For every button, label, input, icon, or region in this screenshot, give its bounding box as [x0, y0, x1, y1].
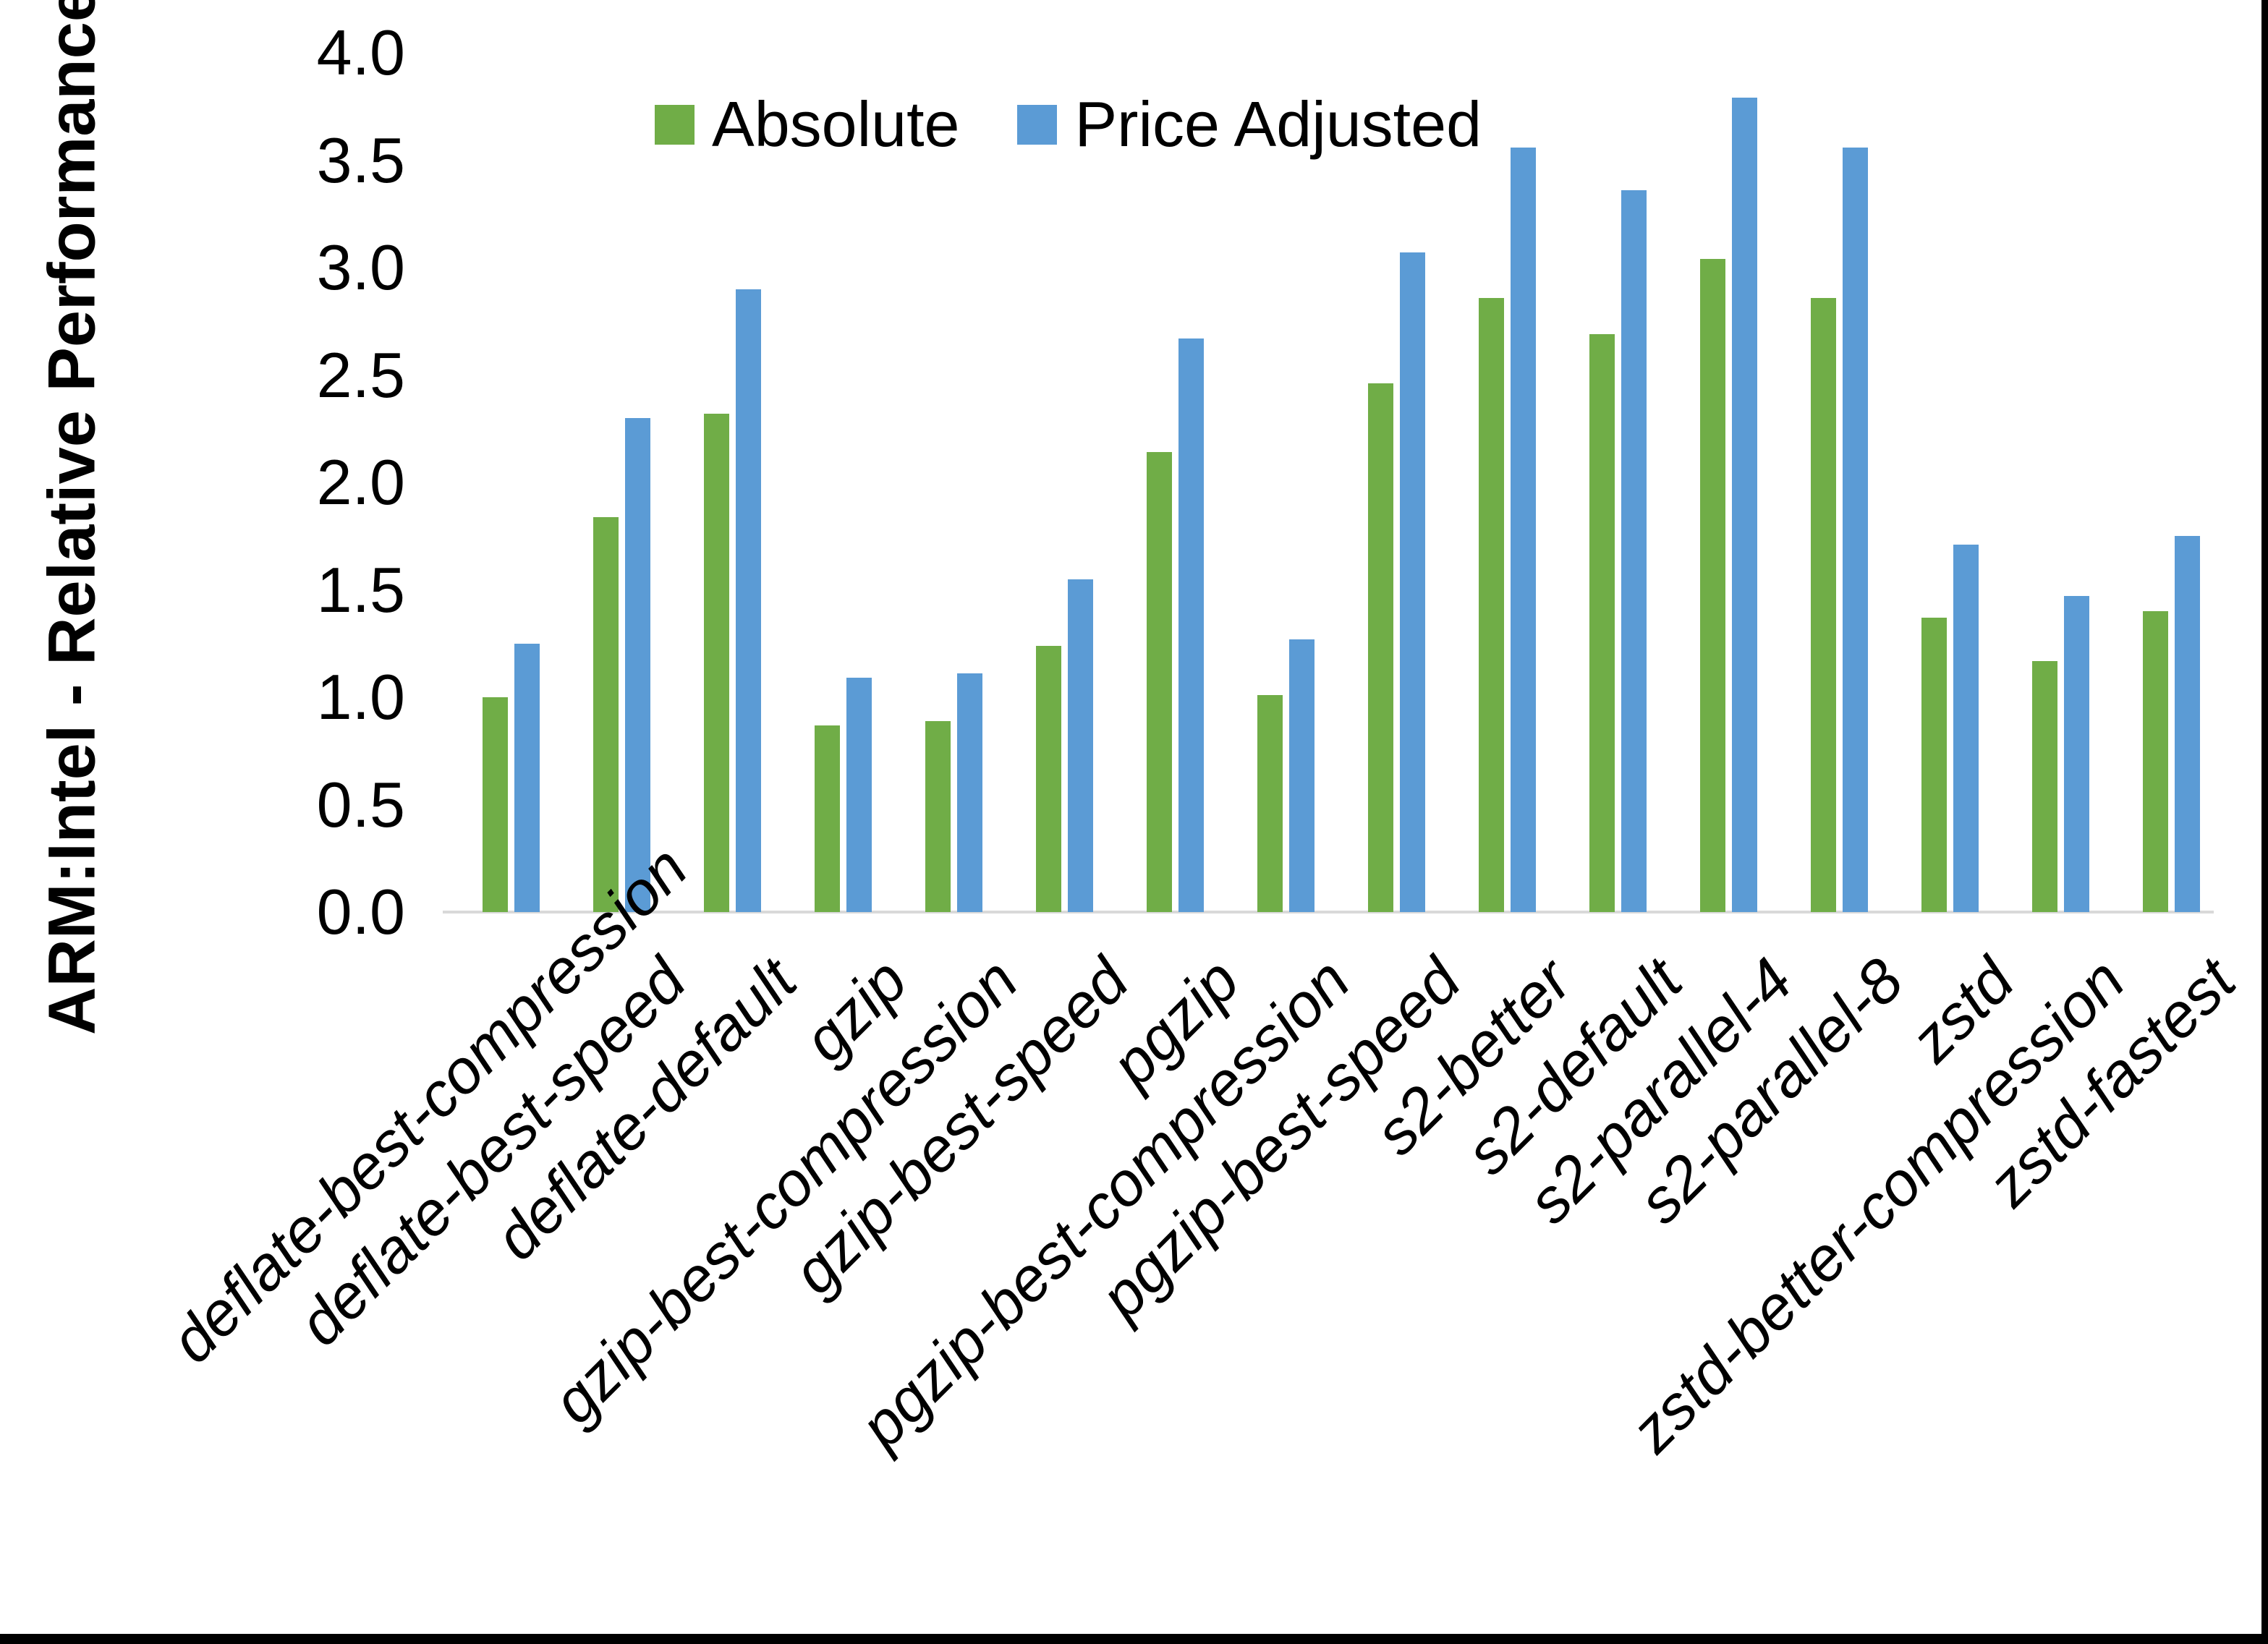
bar-deflate-best-compression-absolute: [483, 697, 508, 912]
bar-zstd-better-compression-absolute: [2032, 661, 2057, 912]
legend-label-absolute: Absolute: [712, 88, 960, 160]
bar-gzip-best-compression-absolute: [925, 721, 951, 912]
bar-deflate-best-speed-price-adjusted: [625, 418, 650, 912]
y-tick-0.0: 0.0: [316, 876, 405, 947]
bar-s2-parallel-8-absolute: [1811, 298, 1836, 912]
bar-zstd-absolute: [1921, 618, 1947, 912]
bar-zstd-price-adjusted: [1953, 545, 1979, 912]
bar-s2-parallel-4-price-adjusted: [1732, 98, 1757, 912]
bar-s2-parallel-4-absolute: [1700, 259, 1725, 912]
bar-deflate-best-speed-absolute: [593, 517, 619, 912]
bar-zstd-fastest-absolute: [2143, 611, 2168, 912]
legend-swatch-price-adjusted-icon: [1017, 104, 1058, 145]
bar-pgzip-best-compression-price-adjusted: [1289, 639, 1314, 912]
bar-deflate-best-compression-price-adjusted: [514, 644, 540, 912]
bar-zstd-fastest-price-adjusted: [2175, 536, 2200, 912]
bar-pgzip-absolute: [1147, 452, 1172, 912]
bar-zstd-better-compression-price-adjusted: [2064, 596, 2089, 912]
window-border-right: [2261, 0, 2268, 1644]
y-tick-3.0: 3.0: [316, 231, 405, 303]
bar-deflate-default-absolute: [704, 414, 729, 912]
y-tick-2.5: 2.5: [316, 338, 405, 411]
bar-pgzip-best-compression-absolute: [1257, 695, 1283, 912]
y-tick-0.5: 0.5: [316, 768, 405, 840]
legend-label-price-adjusted: Price Adjusted: [1074, 88, 1482, 160]
bar-pgzip-price-adjusted: [1178, 338, 1204, 912]
legend-item-price-adjusted: Price Adjusted: [1017, 93, 1482, 156]
legend-item-absolute: Absolute: [655, 93, 959, 156]
bar-s2-better-price-adjusted: [1511, 148, 1536, 912]
bar-gzip-best-compression-price-adjusted: [957, 673, 982, 912]
legend-swatch-absolute-icon: [655, 104, 695, 145]
y-tick-1.0: 1.0: [316, 661, 405, 733]
bar-deflate-default-price-adjusted: [736, 289, 761, 912]
bar-s2-default-price-adjusted: [1621, 190, 1647, 912]
bar-gzip-best-speed-absolute: [1036, 646, 1061, 912]
bar-gzip-absolute: [815, 725, 840, 912]
bar-s2-default-absolute: [1589, 334, 1615, 912]
bar-s2-parallel-8-price-adjusted: [1843, 148, 1868, 912]
bar-pgzip-best-speed-price-adjusted: [1400, 252, 1425, 912]
y-tick-3.5: 3.5: [316, 124, 405, 196]
y-tick-2.0: 2.0: [316, 446, 405, 518]
x-axis-line: [443, 911, 2214, 913]
bar-gzip-price-adjusted: [846, 678, 872, 912]
y-tick-4.0: 4.0: [316, 17, 405, 88]
bar-gzip-best-speed-price-adjusted: [1068, 579, 1093, 912]
y-tick-1.5: 1.5: [316, 553, 405, 626]
bar-pgzip-best-speed-absolute: [1368, 383, 1393, 912]
bar-s2-better-absolute: [1479, 298, 1504, 912]
legend: Absolute Price Adjusted: [655, 93, 1482, 156]
window-border-bottom: [0, 1634, 2268, 1644]
